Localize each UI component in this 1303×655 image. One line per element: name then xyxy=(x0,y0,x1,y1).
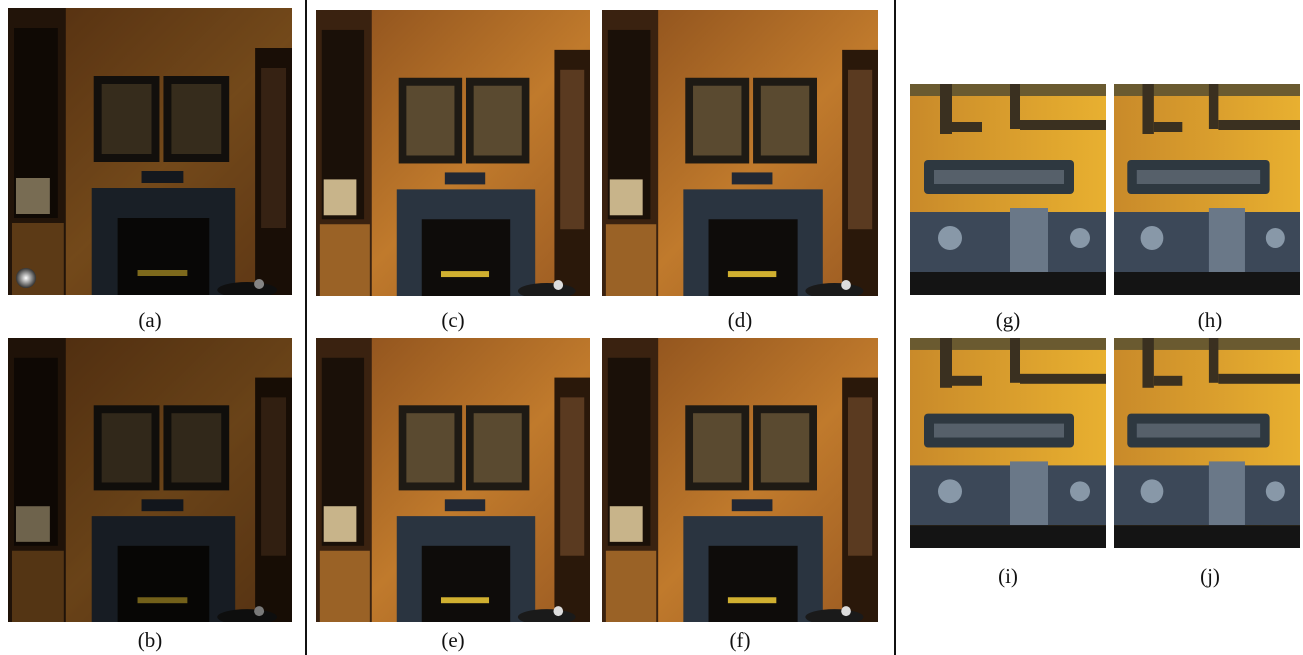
caption: (a) xyxy=(138,308,161,332)
image-j xyxy=(1114,338,1300,548)
caption: (i) xyxy=(998,564,1018,588)
page: (a) (b) (c) (d) (e) (f) (g) (h) (i) (j) … xyxy=(0,0,1303,655)
caption: (b) xyxy=(138,628,163,652)
caption: (h) xyxy=(1198,308,1223,332)
image-b xyxy=(8,338,292,625)
image-h xyxy=(1114,84,1300,295)
caption: (j) xyxy=(1200,564,1220,588)
figure: (a) (b) (c) (d) (e) (f) (g) (h) (i) (j) xyxy=(0,0,1303,655)
image-d xyxy=(602,10,878,299)
caption: (g) xyxy=(996,308,1021,332)
caption: (e) xyxy=(441,628,464,652)
image-a xyxy=(8,8,292,298)
image-f xyxy=(602,338,878,625)
image-i xyxy=(910,338,1106,548)
image-c xyxy=(316,10,590,299)
caption: (c) xyxy=(441,308,464,332)
caption: (f) xyxy=(730,628,751,652)
image-g xyxy=(910,84,1106,295)
image-e xyxy=(316,338,590,625)
caption: (d) xyxy=(728,308,753,332)
